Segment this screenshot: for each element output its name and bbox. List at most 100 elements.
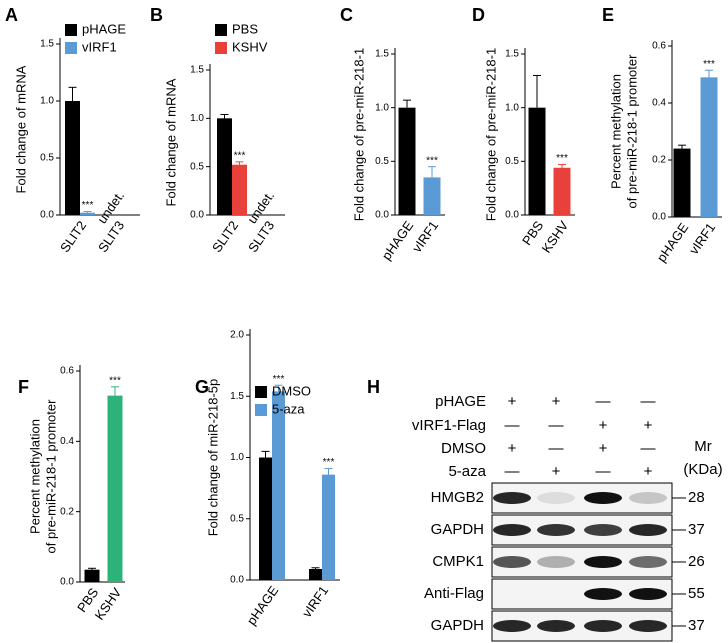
bar — [322, 474, 335, 580]
band — [493, 524, 531, 536]
panel-letter: H — [367, 377, 380, 397]
y-tick-label: 0.2 — [652, 155, 666, 166]
band — [629, 524, 667, 536]
condition-sign: — — [549, 417, 564, 434]
band — [629, 492, 667, 504]
condition-label: pHAGE — [435, 393, 486, 410]
condition-sign: — — [549, 440, 564, 457]
y-tick-label: 0.5 — [190, 161, 204, 172]
band — [493, 492, 531, 504]
legend-swatch — [65, 24, 77, 36]
band — [584, 588, 622, 600]
condition-sign: + — [552, 463, 561, 480]
condition-sign: + — [552, 393, 561, 410]
bar — [65, 101, 80, 215]
significance: *** — [109, 375, 121, 386]
y-tick-label: 0.5 — [375, 156, 389, 167]
band — [629, 620, 667, 632]
y-tick-label: 0.0 — [190, 210, 204, 221]
condition-sign: + — [599, 440, 608, 457]
band — [629, 556, 667, 568]
y-tick-label: 0.0 — [652, 212, 666, 223]
y-tick-label: 0.0 — [60, 577, 74, 588]
condition-sign: + — [599, 417, 608, 434]
panel-letter: D — [472, 5, 485, 25]
panel-letter: E — [602, 5, 614, 25]
mr-value: 37 — [688, 617, 705, 634]
condition-sign: — — [596, 393, 611, 410]
row-label: CMPK1 — [432, 553, 484, 570]
legend-label: PBS — [232, 21, 258, 36]
legend-label: KSHV — [232, 39, 268, 54]
y-tick-label: 0.2 — [60, 506, 74, 517]
mr-value: 26 — [688, 553, 705, 570]
y-axis-label: Fold change of pre-miR-218-1 — [483, 48, 498, 221]
y-axis-label: Fold change of pre-miR-218-1 — [351, 48, 366, 221]
legend-label: DMSO — [272, 383, 311, 398]
legend-swatch — [215, 24, 227, 36]
x-tick-label: vIRF1 — [409, 218, 441, 255]
y-tick-label: 0.0 — [505, 210, 519, 221]
band — [537, 524, 575, 536]
significance: *** — [323, 457, 335, 468]
panel-letter: B — [150, 5, 163, 25]
x-tick-label: vIRF1 — [299, 583, 331, 620]
bar — [423, 177, 441, 215]
legend-label: 5-aza — [272, 401, 305, 416]
annotation: undet. — [94, 188, 127, 226]
bar — [217, 118, 232, 215]
y-tick-label: 0.5 — [230, 513, 244, 524]
x-tick-label: SLIT2 — [57, 218, 89, 255]
band — [493, 556, 531, 568]
significance: *** — [234, 150, 246, 161]
y-axis-label: of pre-miR-218-1 promoter — [624, 54, 639, 209]
condition-label: vIRF1-Flag — [412, 417, 486, 434]
y-tick-label: 0.0 — [40, 210, 54, 221]
significance: *** — [426, 155, 438, 166]
mr-value: 55 — [688, 585, 705, 602]
legend-swatch — [65, 42, 77, 54]
legend-label: vIRF1 — [82, 39, 117, 54]
condition-sign: — — [596, 463, 611, 480]
mr-value: 37 — [688, 521, 705, 538]
x-tick-label: KSHV — [539, 218, 572, 256]
bar — [528, 107, 546, 215]
y-tick-label: 0.6 — [60, 366, 74, 377]
bar — [107, 395, 123, 582]
x-tick-label: pHAGE — [379, 218, 417, 263]
y-tick-label: 2.0 — [230, 330, 244, 341]
y-tick-label: 1.5 — [375, 49, 389, 60]
row-label: GAPDH — [431, 617, 484, 634]
legend-swatch — [255, 386, 267, 398]
panel-letter: F — [18, 377, 29, 397]
y-axis-label: Percent methylation — [27, 419, 42, 534]
bar — [80, 212, 95, 215]
mr-label: (KDa) — [683, 461, 722, 478]
condition-label: 5-aza — [448, 463, 486, 480]
condition-sign: — — [505, 463, 520, 480]
x-tick-label: SLIT3 — [245, 218, 277, 255]
panel-letter: C — [340, 5, 353, 25]
band — [537, 620, 575, 632]
y-tick-label: 1.5 — [230, 391, 244, 402]
y-tick-label: 1.5 — [40, 39, 54, 50]
x-tick-label: pHAGE — [244, 583, 282, 628]
band — [537, 556, 575, 568]
y-axis-label: Fold change of mRNA — [163, 78, 178, 206]
bar — [700, 77, 718, 217]
legend-label: pHAGE — [82, 21, 126, 36]
condition-sign: + — [644, 463, 653, 480]
y-tick-label: 1.0 — [230, 452, 244, 463]
y-tick-label: 0.4 — [652, 98, 666, 109]
significance: *** — [556, 153, 568, 164]
y-tick-label: 0.5 — [40, 153, 54, 164]
bar — [398, 107, 416, 215]
y-tick-label: 0.5 — [505, 156, 519, 167]
condition-label: DMSO — [441, 440, 486, 457]
condition-sign: + — [508, 440, 517, 457]
row-label: GAPDH — [431, 521, 484, 538]
panel-letter: A — [5, 5, 18, 25]
row-label: Anti-Flag — [424, 585, 484, 602]
bar — [259, 457, 272, 580]
